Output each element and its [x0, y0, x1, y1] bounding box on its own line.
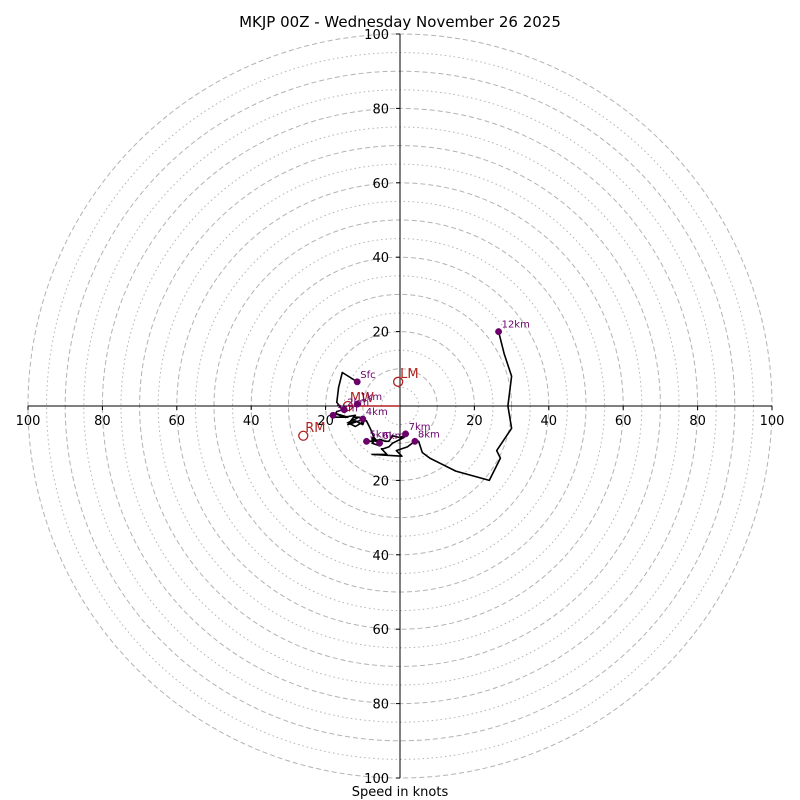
x-tick-label-2: 60: [169, 414, 186, 429]
height-label-5km: 5km: [370, 429, 392, 440]
height-label-3km: 3km: [336, 403, 358, 414]
height-label-8km: 8km: [418, 429, 440, 440]
height-marker-3km: [329, 411, 337, 419]
height-label-2km: 2km: [347, 398, 369, 409]
height-label-6km: 6km: [383, 431, 405, 442]
y-tick-label-1: 80: [372, 102, 389, 117]
height-label-12km: 12km: [502, 320, 530, 331]
height-marker-12km: [495, 328, 503, 336]
storm-motion-rm-label: RM: [305, 421, 325, 436]
x-tick-label-7: 60: [615, 414, 632, 429]
x-tick-label-1: 80: [94, 414, 111, 429]
height-label-1km: 1km: [360, 392, 382, 403]
x-tick-label-5: 20: [466, 414, 483, 429]
height-label-sfc: Sfc: [360, 370, 375, 381]
height-marker-4km: [359, 415, 367, 423]
x-axis-label: Speed in knots: [352, 785, 449, 800]
y-tick-label-5: 20: [372, 474, 389, 489]
y-tick-label-4: 20: [372, 326, 389, 341]
height-marker-7km: [402, 430, 410, 438]
y-tick-label-8: 80: [372, 698, 389, 713]
storm-motion-lm-label: LM: [400, 367, 418, 382]
y-tick-label-6: 40: [372, 549, 389, 564]
x-tick-label-8: 80: [689, 414, 706, 429]
x-tick-label-9: 100: [760, 414, 785, 429]
chart-title: MKJP 00Z - Wednesday November 26 2025: [239, 13, 561, 31]
y-tick-label-3: 40: [372, 251, 389, 266]
y-tick-label-7: 60: [372, 623, 389, 638]
x-tick-label-0: 100: [16, 414, 41, 429]
tick-labels: 100 80 60 40 20 20 40 60 80 100 100 80 60 40 20 20 40 60 8…: [16, 28, 785, 787]
height-marker-sfc: [353, 378, 361, 386]
height-marker-2km: [340, 406, 348, 414]
y-tick-label-9: 100: [364, 772, 389, 787]
height-marker-6km: [376, 439, 383, 447]
height-marker-1km: [353, 400, 361, 408]
height-label-7km: 7km: [409, 422, 431, 433]
y-tick-label-0: 100: [364, 28, 389, 43]
storm-motion-rm-marker: [298, 430, 309, 441]
x-tick-label-6: 40: [541, 414, 558, 429]
height-marker-8km: [411, 437, 419, 445]
storm-motion-lm-marker: [392, 376, 404, 387]
height-label-4km: 4km: [366, 407, 388, 418]
height-marker-5km: [363, 437, 370, 445]
y-tick-label-2: 60: [372, 177, 389, 192]
x-tick-label-3: 40: [243, 414, 260, 429]
storm-motion-mw-marker: [342, 400, 354, 412]
x-tick-label-4: 20: [317, 414, 334, 429]
